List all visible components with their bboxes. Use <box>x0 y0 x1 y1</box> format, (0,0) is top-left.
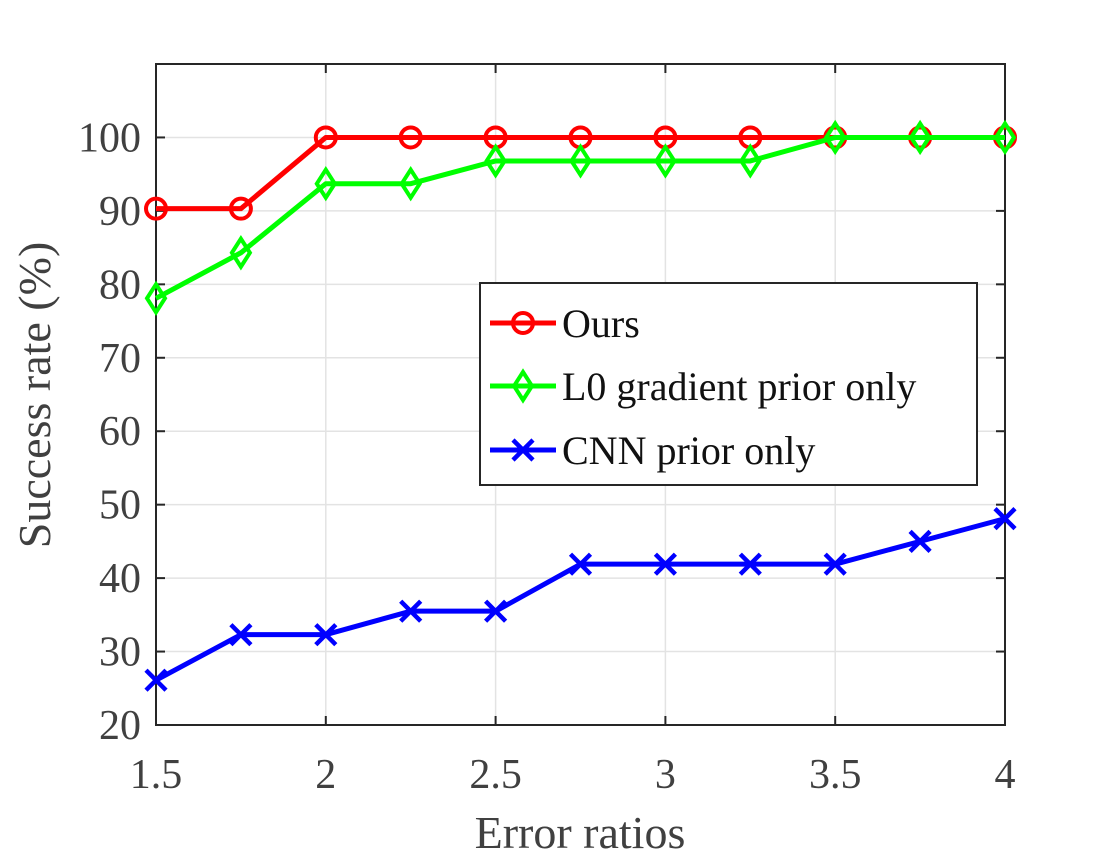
data-point <box>823 119 847 156</box>
y-tick-label: 30 <box>99 630 141 676</box>
data-point <box>568 552 593 576</box>
data-point <box>314 623 338 647</box>
legend-label: Ours <box>562 301 640 346</box>
legend-label: L0 gradient prior only <box>562 364 916 409</box>
data-point <box>229 235 253 271</box>
legend-box <box>479 282 978 486</box>
y-tick-label: 20 <box>99 703 141 749</box>
y-tick-label: 80 <box>99 262 141 308</box>
x-tick-label: 2 <box>315 752 336 798</box>
legend-entry: CNN prior only <box>490 428 815 473</box>
data-point <box>144 280 168 316</box>
y-axis-label: Success rate (%) <box>9 242 60 549</box>
legend-entry: Ours <box>490 301 640 346</box>
series-line <box>154 134 1005 301</box>
data-point <box>993 507 1017 531</box>
data-point <box>569 143 592 179</box>
data-point <box>314 166 338 202</box>
data-point <box>398 125 423 150</box>
x-tick-label: 2.5 <box>469 752 522 798</box>
series-line <box>154 516 1006 683</box>
y-tick-label: 50 <box>99 483 141 529</box>
series-lines <box>144 119 1017 692</box>
data-point <box>399 166 423 202</box>
data-point <box>738 552 762 576</box>
legend-entry: L0 gradient prior only <box>490 364 916 409</box>
series-2 <box>144 507 1017 692</box>
y-tick-label: 90 <box>99 189 141 235</box>
x-tick-label: 3.5 <box>809 752 862 798</box>
y-tick-label: 70 <box>99 336 141 382</box>
x-axis-label: Error ratios <box>475 807 686 858</box>
y-tick-label: 40 <box>99 556 141 602</box>
legend: Ours L0 gradient prior only CNN prior only <box>479 282 978 486</box>
data-point <box>399 599 423 623</box>
y-tick-label: 60 <box>99 409 141 455</box>
plot-frame <box>155 63 1006 726</box>
data-point <box>823 552 847 576</box>
axis-ticks: 1.5 2 2.5 3 3.5 4 20 30 40 50 60 70 80 90 100 <box>78 64 1016 798</box>
x-tick-label: 4 <box>995 752 1016 798</box>
data-point <box>228 196 253 221</box>
data-point <box>653 552 677 576</box>
data-point <box>908 529 932 553</box>
data-point <box>313 125 338 150</box>
data-point <box>738 143 762 179</box>
series-1 <box>144 119 1017 316</box>
data-point <box>144 196 168 221</box>
data-point <box>908 119 932 156</box>
data-point <box>993 119 1017 156</box>
legend-label: CNN prior only <box>562 428 815 473</box>
data-point <box>484 143 507 179</box>
x-tick-label: 3 <box>655 752 676 798</box>
data-point <box>229 623 253 647</box>
legend-marker <box>511 438 535 462</box>
data-point <box>144 668 168 692</box>
data-point <box>654 143 677 179</box>
legend-marker <box>511 368 535 404</box>
x-tick-label: 1.5 <box>130 752 183 798</box>
legend-marker <box>511 311 535 335</box>
y-tick-label: 100 <box>78 115 141 161</box>
data-point <box>484 599 508 623</box>
